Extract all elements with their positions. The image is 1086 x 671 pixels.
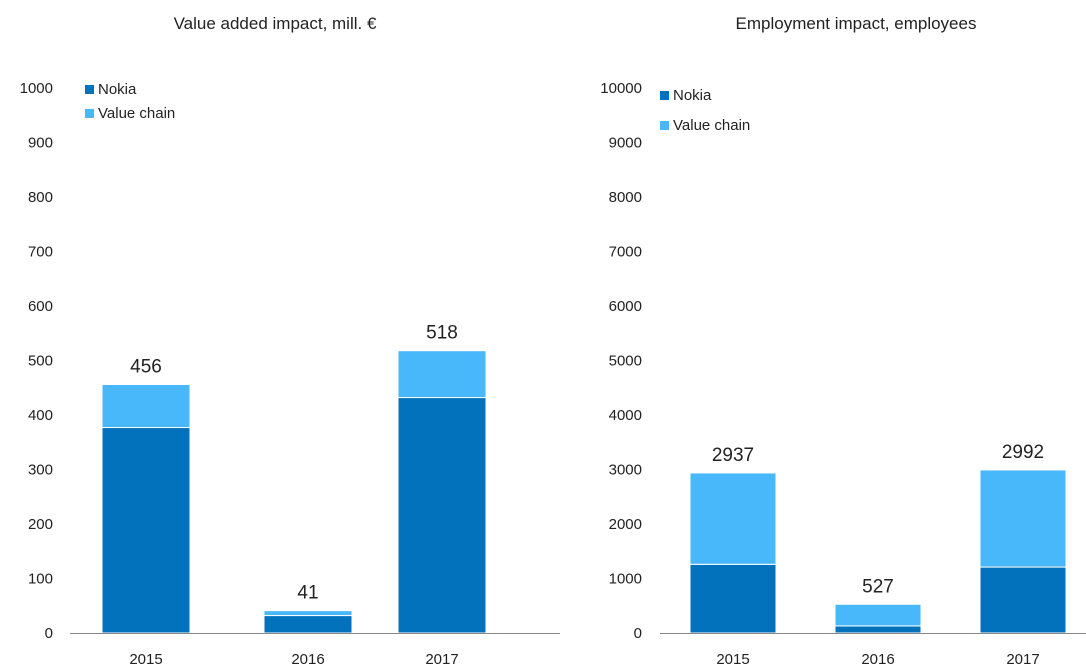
legend-swatch <box>660 121 669 130</box>
legend-label: Nokia <box>673 87 712 104</box>
y-tick-label: 0 <box>634 625 642 642</box>
x-tick-label: 2015 <box>716 651 749 668</box>
y-tick-label: 400 <box>28 407 53 424</box>
bar-segment-value-chain <box>397 350 487 399</box>
legend-label: Value chain <box>673 117 750 134</box>
y-tick-label: 4000 <box>609 407 642 424</box>
y-tick-label: 1000 <box>609 571 642 588</box>
y-tick-label: 700 <box>28 244 53 261</box>
bar-segment-value-chain <box>263 610 353 617</box>
total-label: 41 <box>297 583 318 604</box>
y-tick-label: 900 <box>28 135 53 152</box>
total-label: 527 <box>862 576 894 597</box>
bar-segment-nokia <box>979 566 1067 634</box>
y-tick-label: 8000 <box>609 189 642 206</box>
total-label: 456 <box>130 356 162 377</box>
legend-swatch <box>85 85 94 94</box>
total-label: 2937 <box>712 445 754 466</box>
x-tick-label: 2016 <box>861 651 894 668</box>
y-tick-label: 300 <box>28 462 53 479</box>
legend-label: Nokia <box>98 81 137 98</box>
y-tick-label: 800 <box>28 189 53 206</box>
y-tick-label: 1000 <box>20 80 53 97</box>
bar-segment-nokia <box>397 397 487 634</box>
bar-segment-value-chain <box>689 472 777 565</box>
y-tick-label: 2000 <box>609 516 642 533</box>
x-tick-label: 2017 <box>1006 651 1039 668</box>
legend-swatch <box>85 109 94 118</box>
total-label: 2992 <box>1002 442 1044 463</box>
y-tick-label: 0 <box>45 625 53 642</box>
total-label: 518 <box>426 323 458 344</box>
y-tick-label: 10000 <box>600 80 642 97</box>
y-tick-label: 200 <box>28 516 53 533</box>
y-tick-label: 100 <box>28 571 53 588</box>
bar-segment-nokia <box>834 625 922 634</box>
x-tick-label: 2015 <box>129 651 162 668</box>
legend-label: Value chain <box>98 105 175 122</box>
y-tick-label: 500 <box>28 353 53 370</box>
y-tick-label: 9000 <box>609 135 642 152</box>
chart-title: Employment impact, employees <box>736 14 977 33</box>
bar-segment-value-chain <box>979 469 1067 568</box>
y-tick-label: 600 <box>28 298 53 315</box>
bar-segment-nokia <box>101 427 191 634</box>
y-tick-label: 5000 <box>609 353 642 370</box>
x-tick-label: 2017 <box>425 651 458 668</box>
legend-swatch <box>660 91 669 100</box>
bar-segment-value-chain <box>834 603 922 627</box>
y-tick-label: 6000 <box>609 298 642 315</box>
y-tick-label: 7000 <box>609 244 642 261</box>
bar-segment-value-chain <box>101 383 191 429</box>
y-tick-label: 3000 <box>609 462 642 479</box>
x-tick-label: 2016 <box>291 651 324 668</box>
bar-segment-nokia <box>689 563 777 634</box>
bar-segment-nokia <box>263 615 353 634</box>
chart-title: Value added impact, mill. € <box>174 14 377 33</box>
